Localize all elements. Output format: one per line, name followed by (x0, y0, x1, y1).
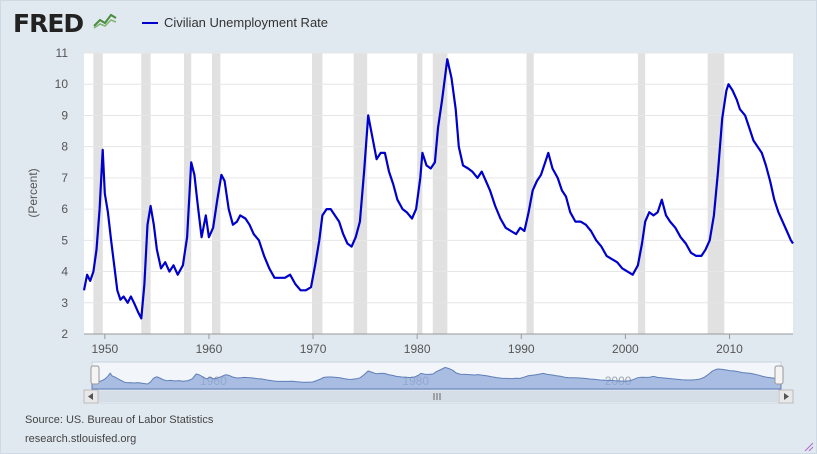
recession-band (637, 53, 646, 334)
source-note: Source: US. Bureau of Labor Statistics (25, 414, 214, 426)
recession-band (212, 53, 221, 334)
legend-swatch (142, 21, 158, 24)
recession-band (353, 53, 368, 334)
y-tick-label: 2 (61, 327, 68, 341)
arrow-right-icon (784, 393, 789, 400)
y-tick-label: 9 (61, 108, 68, 122)
y-tick-label: 10 (55, 77, 69, 91)
y-axis-ticks: 2 3 4 5 6 7 8 9 10 11 (55, 46, 69, 341)
x-tick-label: 1950 (91, 342, 118, 356)
x-tick-label: 1980 (404, 342, 431, 356)
x-tick-label: 2000 (612, 342, 639, 356)
legend-label: Civilian Unemployment Rate (164, 15, 329, 30)
y-tick-label: 5 (61, 233, 68, 247)
x-tick-label: 1970 (300, 342, 327, 356)
y-tick-label: 4 (61, 265, 68, 279)
recession-band (141, 53, 151, 334)
y-axis-label: (Percent) (26, 168, 40, 217)
x-axis-ticks: 1950 1960 1970 1980 1990 2000 2010 (84, 333, 793, 356)
chart-legend[interactable]: Civilian Unemployment Rate (142, 15, 328, 30)
fred-chart-icon (92, 10, 118, 30)
y-tick-label: 3 (61, 296, 68, 310)
y-tick-label: 11 (56, 46, 69, 60)
resize-grip-icon[interactable] (804, 442, 814, 452)
recession-band (93, 53, 103, 334)
source-url[interactable]: research.stlouisfed.org (25, 433, 137, 445)
recession-band (432, 53, 448, 334)
series-line-unemployment (82, 58, 794, 320)
navigator-left-handle[interactable] (90, 365, 100, 385)
y-tick-label: 7 (61, 171, 68, 185)
recession-band (526, 53, 534, 334)
fred-logo[interactable]: FRED (13, 9, 84, 38)
x-tick-label: 2010 (716, 342, 743, 356)
arrow-left-icon (88, 393, 93, 400)
x-tick-label: 1990 (508, 342, 535, 356)
recession-band (417, 53, 423, 334)
y-tick-label: 6 (61, 202, 68, 216)
recession-band (312, 53, 323, 334)
recession-bands (93, 53, 725, 334)
scrollbar-thumb[interactable] (98, 391, 778, 402)
navigator-area (91, 366, 782, 390)
y-tick-label: 8 (61, 140, 68, 154)
navigator-right-handle[interactable] (774, 365, 784, 385)
x-tick-label: 1960 (196, 342, 223, 356)
scrollbar-grip-icon (433, 393, 441, 400)
recession-band (183, 53, 192, 334)
